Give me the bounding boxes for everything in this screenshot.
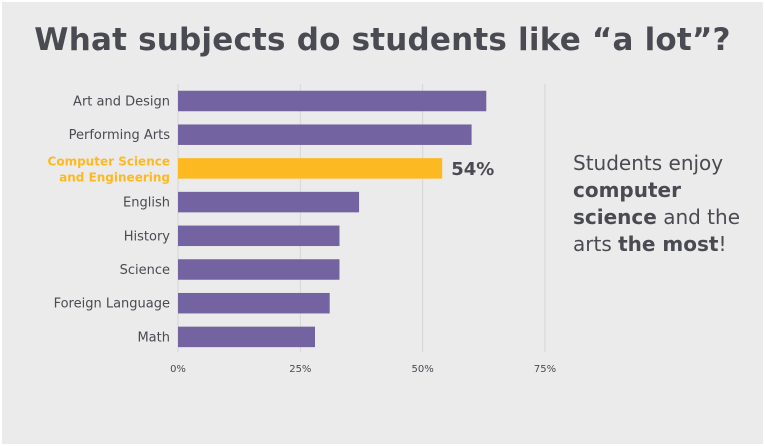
data-label: 54% [451,159,494,180]
callout-text: Students enjoy computer science and the … [573,150,753,258]
category-label-line: Computer Science [48,154,170,168]
x-axis-ticks: 0% 25% 50% 75% [170,364,556,375]
callout-text-2: and the arts [573,205,741,256]
category-label: English [123,196,170,211]
bar [178,90,487,112]
callout-bold-1: computer science [573,178,681,229]
bar [178,225,340,247]
category-label: Computer Science and Engineering [48,154,170,184]
chart-title: What subjects do students like “a lot”? [34,22,731,58]
bar [178,124,472,145]
category-label: History [124,229,171,244]
x-tick-label: 25% [289,364,311,375]
category-label: Performing Arts [69,128,171,143]
category-label: Art and Design [73,95,170,110]
category-label: Science [120,263,170,278]
bar [178,158,443,179]
x-tick-label: 50% [412,364,434,375]
category-label-line: and Engineering [59,170,170,184]
bar [178,259,340,280]
callout-text-1: Students enjoy [573,151,724,175]
callout-text-3: ! [718,232,727,256]
category-labels: Art and Design Performing Arts Computer Sc… [48,95,495,346]
category-label: Math [137,330,170,345]
bars [178,90,487,348]
bar [178,191,360,213]
bar [178,326,316,348]
callout-bold-2: the most [618,232,719,256]
x-tick-label: 0% [170,364,186,375]
bar [178,292,330,314]
x-tick-label: 75% [534,364,556,375]
category-label: Foreign Language [54,297,170,312]
